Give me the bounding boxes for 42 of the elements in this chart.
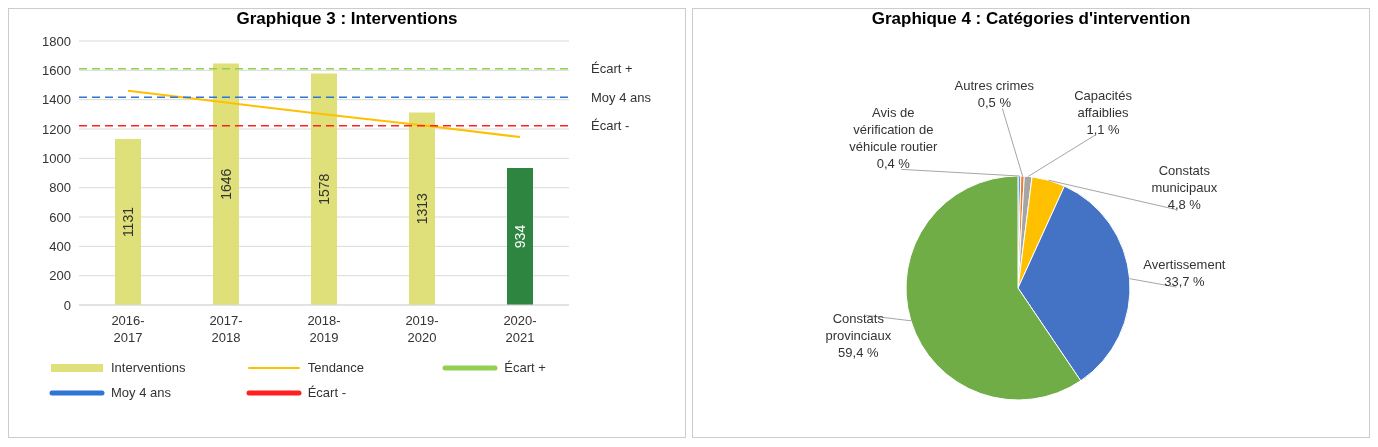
data-label: 0,4 % xyxy=(876,156,911,172)
data-label: 4,8 % xyxy=(1167,196,1202,212)
text: Écart - xyxy=(307,385,346,400)
y-tick-label: 1800 xyxy=(42,33,71,49)
ref-line-label: Écart + xyxy=(591,61,633,77)
y-tick-label: 800 xyxy=(49,180,71,196)
y-tick-label: 600 xyxy=(49,209,71,225)
ref-line-label: Moy 4 ans xyxy=(591,89,652,105)
data-label: 33,7 % xyxy=(1164,274,1206,290)
x-tick-label: 2018-2019 xyxy=(307,313,341,345)
data-label: 59,4 % xyxy=(838,345,879,361)
y-tick-label: 0 xyxy=(63,297,71,313)
slice-label: Constats provinciaux xyxy=(825,311,892,344)
x-tick-label: 2020-2021 xyxy=(503,313,537,345)
data-label: 1578 xyxy=(316,173,332,205)
data-label: 1313 xyxy=(414,192,430,225)
slice-label: Avis de vérification de véhicule routier xyxy=(849,105,939,155)
slice-label: Avertissement xyxy=(1143,257,1226,273)
x-tick-label: 2017-2018 xyxy=(209,313,243,345)
data-label: 0,5 % xyxy=(977,95,1012,111)
y-tick-label: 1200 xyxy=(42,121,71,137)
slice-label: Capacités affaiblies xyxy=(1074,88,1133,121)
data-label: 1131 xyxy=(120,206,136,238)
y-tick-label: 1400 xyxy=(42,92,71,108)
y-tick-label: 200 xyxy=(49,268,71,284)
chart-title: Graphique 3 : Interventions xyxy=(235,9,459,30)
slice-label: Autres crimes xyxy=(954,78,1035,94)
legend-label: Tendance xyxy=(306,360,366,375)
legend-label: Interventions xyxy=(110,360,187,375)
text: Moy 4 ans xyxy=(111,385,171,400)
text: Écart + xyxy=(504,360,546,375)
ref-line-label: Écart - xyxy=(591,118,630,134)
x-tick-label: 2016-2017 xyxy=(111,313,145,345)
y-tick-label: 1000 xyxy=(42,150,71,166)
data-label: 934 xyxy=(512,224,528,249)
data-label: 1646 xyxy=(218,168,234,200)
slice-label: Constats municipaux xyxy=(1151,162,1218,195)
x-tick-label: 2019-2020 xyxy=(405,313,439,345)
data-label: 1,1 % xyxy=(1086,122,1121,138)
y-tick-label: 1600 xyxy=(42,62,71,78)
y-tick-label: 400 xyxy=(49,238,71,254)
chart-title: Graphique 4 : Catégories d'intervention xyxy=(870,9,1192,30)
